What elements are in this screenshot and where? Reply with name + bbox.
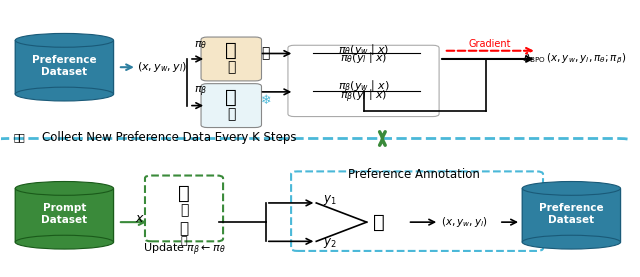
- Text: $(x, y_w, y_l)$: $(x, y_w, y_l)$: [441, 215, 488, 229]
- FancyBboxPatch shape: [291, 171, 543, 251]
- Text: $\pi_{\beta}(y_l \mid x)$: $\pi_{\beta}(y_l \mid x)$: [340, 87, 387, 105]
- Text: $y_2$: $y_2$: [323, 236, 336, 250]
- Text: 🤖: 🤖: [225, 41, 237, 60]
- Text: 🤖: 🤖: [178, 184, 190, 203]
- Text: 🤖: 🤖: [225, 88, 237, 107]
- Text: 🔧🔧: 🔧🔧: [14, 132, 26, 142]
- Text: Update $\pi_{\beta} \leftarrow \pi_{\theta}$: Update $\pi_{\beta} \leftarrow \pi_{\the…: [143, 241, 225, 258]
- FancyBboxPatch shape: [0, 0, 640, 144]
- Polygon shape: [522, 188, 620, 242]
- Text: $\pi_{\theta}(y_w \mid x)$: $\pi_{\theta}(y_w \mid x)$: [338, 42, 389, 57]
- Text: Gradient: Gradient: [468, 39, 511, 49]
- Ellipse shape: [15, 235, 113, 249]
- Text: $x$: $x$: [135, 212, 145, 225]
- FancyBboxPatch shape: [288, 45, 439, 117]
- Text: 💻: 💻: [180, 236, 188, 246]
- FancyBboxPatch shape: [0, 138, 640, 277]
- Text: $(x, y_w, y_l)$: $(x, y_w, y_l)$: [137, 60, 187, 74]
- Text: Preference
Dataset: Preference Dataset: [32, 55, 97, 77]
- FancyBboxPatch shape: [15, 40, 113, 94]
- Text: ❄: ❄: [260, 94, 271, 107]
- Ellipse shape: [522, 181, 620, 195]
- Polygon shape: [15, 188, 113, 242]
- FancyBboxPatch shape: [201, 37, 262, 81]
- Text: Preference
Dataset: Preference Dataset: [539, 203, 604, 225]
- Text: $\pi_{\beta}$: $\pi_{\beta}$: [195, 85, 208, 99]
- Text: $\pi_{\beta}(y_w \mid x)$: $\pi_{\beta}(y_w \mid x)$: [338, 78, 389, 96]
- Polygon shape: [15, 40, 113, 94]
- Text: $\pi_{\theta}$: $\pi_{\theta}$: [195, 39, 207, 51]
- FancyBboxPatch shape: [522, 188, 620, 242]
- FancyBboxPatch shape: [201, 84, 262, 127]
- Text: 📖: 📖: [227, 60, 236, 74]
- Text: $\mathcal{L}_{\mathrm{BPO}}\,(x, y_w, y_l, \pi_{\theta}; \pi_{\beta})$: $\mathcal{L}_{\mathrm{BPO}}\,(x, y_w, y_…: [522, 52, 627, 66]
- Text: 🔥: 🔥: [262, 47, 270, 60]
- Text: Prompt
Dataset: Prompt Dataset: [42, 203, 88, 225]
- Ellipse shape: [15, 87, 113, 101]
- Text: Collect New Preference Data Every K Steps: Collect New Preference Data Every K Step…: [42, 131, 297, 144]
- Ellipse shape: [15, 181, 113, 195]
- Text: Preference Annotation: Preference Annotation: [348, 168, 480, 181]
- Text: 🤖: 🤖: [179, 222, 189, 237]
- Ellipse shape: [522, 235, 620, 249]
- Text: $y_1$: $y_1$: [323, 193, 336, 207]
- Text: $\pi_{\theta}(y_l \mid x)$: $\pi_{\theta}(y_l \mid x)$: [340, 50, 387, 65]
- FancyBboxPatch shape: [145, 176, 223, 241]
- Text: 🔨: 🔨: [373, 213, 385, 232]
- FancyBboxPatch shape: [15, 188, 113, 242]
- Text: 📖: 📖: [227, 107, 236, 121]
- Text: 📖: 📖: [180, 203, 188, 217]
- Ellipse shape: [15, 34, 113, 47]
